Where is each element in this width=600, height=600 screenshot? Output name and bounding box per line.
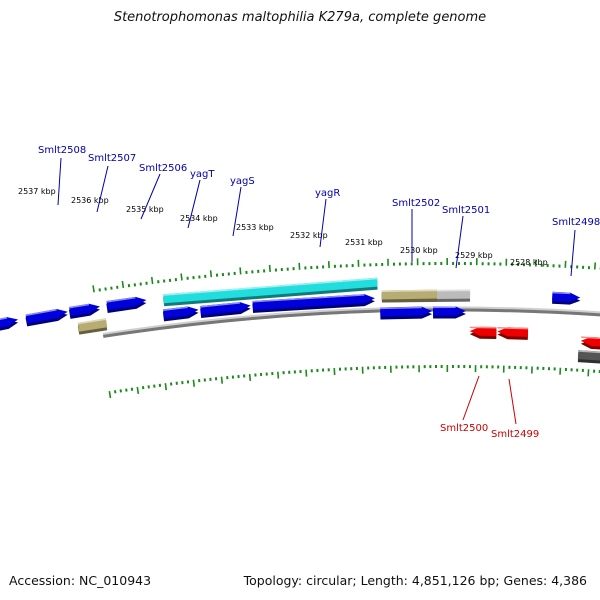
gene-body (433, 306, 466, 316)
gene-highlight (25, 309, 57, 317)
label-leader-line (57, 157, 62, 206)
outer-tick (121, 280, 125, 289)
inner-tick (248, 373, 252, 382)
gene-body (580, 336, 600, 347)
gene-forward (0, 317, 19, 331)
gene-label-forward[interactable]: Smlt2506 (139, 163, 187, 174)
gene-label-reverse[interactable]: Smlt2500 (440, 423, 488, 434)
gene-label-forward[interactable]: yagR (315, 188, 340, 199)
outer-tick (150, 276, 154, 285)
gene-label-forward[interactable]: Smlt2501 (442, 205, 490, 216)
outer-tick (268, 264, 271, 273)
inner-tick (108, 390, 112, 399)
outer-tick (92, 285, 95, 293)
gene-body (497, 327, 529, 337)
gene-highlight (68, 303, 90, 309)
gene-body (380, 306, 433, 317)
gene-label-forward[interactable]: Smlt2498 (552, 217, 600, 228)
kbp-label: 2531 kbp (345, 238, 383, 247)
outer-tick (239, 267, 242, 275)
gene-forward (68, 303, 100, 319)
gene-track (0, 277, 600, 364)
label-leader-line (187, 179, 201, 229)
gene-forward (25, 309, 68, 327)
gene-highlight (578, 350, 600, 354)
gene-reverse (497, 327, 529, 340)
label-leader-line (570, 229, 576, 277)
gene-body (25, 309, 68, 324)
gene-forward (77, 318, 108, 335)
gene-label-forward[interactable]: Smlt2507 (88, 153, 136, 164)
inner-tick (277, 371, 280, 379)
gene-label-forward[interactable]: Smlt2502 (392, 198, 440, 209)
inner-tick (192, 379, 196, 387)
gene-label-reverse[interactable]: Smlt2499 (491, 429, 539, 440)
inner-tick (220, 376, 224, 384)
gene-highlight (552, 291, 571, 295)
gene-body (469, 326, 497, 336)
gene-body (163, 277, 378, 304)
label-leader-line (232, 186, 242, 237)
gene-highlight (162, 306, 188, 311)
kbp-label: 2533 kbp (236, 223, 274, 232)
gene-body (552, 291, 581, 302)
outer-tick-ring (92, 257, 600, 293)
kbp-label: 2528 kbp (510, 258, 548, 267)
gene-highlight (381, 289, 437, 293)
gene-forward (381, 289, 437, 303)
label-leader-line (96, 165, 109, 213)
outer-tick (180, 273, 183, 281)
gene-forward (106, 296, 147, 313)
gene-highlight (252, 294, 365, 303)
kbp-label: 2529 kbp (455, 251, 493, 260)
gene-body (381, 289, 437, 300)
gene-body (0, 317, 19, 328)
inner-tick-ring (108, 364, 600, 399)
gene-forward (252, 294, 375, 313)
genome-title: Stenotrophomonas maltophilia K279a, comp… (113, 10, 487, 25)
gene-reverse (580, 336, 600, 350)
gene-highlight (200, 302, 241, 308)
gene-highlight-yagS (163, 277, 378, 307)
label-leader-line (319, 198, 327, 248)
label-leader-line (508, 378, 517, 425)
gene-reverse (577, 350, 600, 364)
outer-tick (209, 270, 213, 278)
gene-forward (552, 291, 581, 305)
kbp-label: 2536 kbp (71, 196, 109, 205)
kbp-label: 2530 kbp (400, 246, 438, 255)
inner-tick (164, 383, 168, 391)
gene-forward (380, 306, 433, 320)
gene-label-forward[interactable]: yagS (230, 176, 255, 187)
gene-reverse (469, 326, 497, 339)
gene-highlight (497, 327, 529, 330)
gene-forward (162, 306, 199, 322)
topology-text: Topology: circular; Length: 4,851,126 bp… (243, 573, 587, 588)
gene-forward (200, 302, 251, 319)
label-leader-line (455, 215, 464, 269)
gene-forward (433, 306, 466, 319)
kbp-label: 2532 kbp (290, 231, 328, 240)
inner-tick (136, 386, 140, 395)
gene-label-forward[interactable]: Smlt2508 (38, 145, 86, 156)
gene-label-forward[interactable]: yagT (190, 169, 215, 180)
label-leader-line (140, 173, 161, 220)
gene-highlight (106, 296, 136, 303)
gene-highlight (77, 318, 106, 325)
accession-text: Accession: NC_010943 (9, 573, 152, 588)
gene-highlight (0, 317, 8, 321)
gene-body (577, 350, 600, 361)
gene-body (252, 294, 375, 310)
kbp-label: 2537 kbp (18, 187, 56, 196)
gene-highlight (581, 336, 600, 340)
kbp-label: 2534 kbp (180, 214, 218, 223)
gene-highlight (163, 277, 378, 296)
gene-highlight (380, 306, 422, 310)
label-leader-line (462, 375, 480, 421)
